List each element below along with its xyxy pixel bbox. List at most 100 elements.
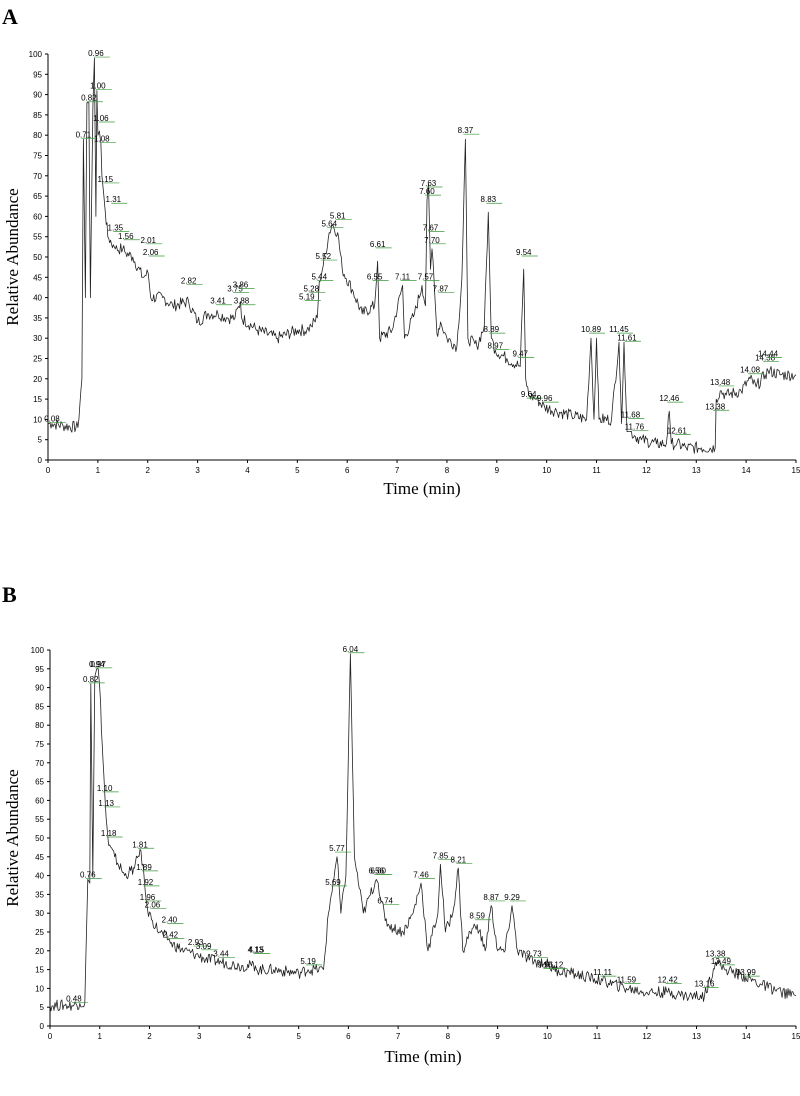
peak-label: 1.81 <box>132 840 148 849</box>
x-tick-label: 2 <box>146 466 151 475</box>
peak-label: 0.71 <box>76 130 92 139</box>
x-tick-label: 13 <box>692 1032 701 1041</box>
peak-label: 1.00 <box>90 82 106 91</box>
y-tick-label: 75 <box>33 152 42 161</box>
peak-label: 7.70 <box>424 236 440 245</box>
y-tick-label: 95 <box>33 70 42 79</box>
y-tick-label: 70 <box>35 759 44 768</box>
chart-b: 0510152025303540455055606570758085909510… <box>3 645 800 1066</box>
y-tick-label: 55 <box>35 815 44 824</box>
y-tick-label: 60 <box>35 796 44 805</box>
x-tick-label: 11 <box>593 1032 602 1041</box>
y-tick-label: 25 <box>33 355 42 364</box>
y-tick-label: 15 <box>35 966 44 975</box>
peak-label: 10.12 <box>543 961 564 970</box>
peak-label: 5.81 <box>330 211 346 220</box>
x-tick-label: 13 <box>692 466 701 475</box>
x-tick-label: 8 <box>445 466 450 475</box>
y-tick-label: 25 <box>35 928 44 937</box>
peak-label: 8.87 <box>483 893 499 902</box>
peak-label: 1.96 <box>140 893 156 902</box>
peak-label: 2.01 <box>140 236 156 245</box>
peak-label: 5.77 <box>329 844 345 853</box>
peak-label: 5.44 <box>311 272 327 281</box>
peak-label: 11.45 <box>609 325 629 334</box>
x-tick-label: 14 <box>742 1032 751 1041</box>
peak-label: 9.73 <box>526 949 542 958</box>
y-tick-label: 95 <box>35 665 44 674</box>
x-tick-label: 0 <box>48 1032 53 1041</box>
y-tick-label: 85 <box>33 111 42 120</box>
peak-label: 7.63 <box>421 179 437 188</box>
peak-label: 8.37 <box>458 126 474 135</box>
peak-label: 9.47 <box>512 350 528 359</box>
peak-label: 0.97 <box>90 660 106 669</box>
peak-label: 1.89 <box>136 863 152 872</box>
peak-label: 11.76 <box>625 423 645 432</box>
peak-label: 1.13 <box>98 799 114 808</box>
peak-label: 6.56 <box>368 867 384 876</box>
x-tick-label: 10 <box>543 1032 552 1041</box>
x-tick-label: 10 <box>542 466 551 475</box>
x-tick-label: 7 <box>396 1032 401 1041</box>
peak-label: 9.96 <box>537 394 553 403</box>
x-tick-label: 14 <box>742 466 751 475</box>
y-tick-label: 45 <box>33 273 42 282</box>
peak-label: 3.44 <box>213 949 229 958</box>
peak-label: 2.93 <box>188 938 204 947</box>
peak-label: 1.56 <box>118 232 134 241</box>
x-tick-label: 15 <box>792 1032 800 1041</box>
peak-label: 7.87 <box>433 285 449 294</box>
peak-label: 1.31 <box>106 195 122 204</box>
x-tick-label: 6 <box>345 466 350 475</box>
y-tick-label: 5 <box>40 1003 45 1012</box>
y-tick-label: 40 <box>35 872 44 881</box>
peak-label: 5.64 <box>321 220 337 229</box>
peak-label: 5.69 <box>325 878 341 887</box>
peak-label: 4.13 <box>248 946 264 955</box>
peak-label: 8.59 <box>469 912 485 921</box>
peak-label: 4.15 <box>249 946 265 955</box>
peak-label: 1.92 <box>138 878 154 887</box>
y-tick-label: 45 <box>35 853 44 862</box>
peak-label: 1.06 <box>93 114 109 123</box>
x-tick-label: 11 <box>592 466 601 475</box>
y-tick-label: 55 <box>33 233 42 242</box>
peak-label: 0.94 <box>89 660 105 669</box>
y-tick-label: 15 <box>33 395 42 404</box>
panel-b: B 0 5 10 15 20 25 30 35 40 45 50 55 60 65 70 75 80 85 90 95… <box>0 540 800 1096</box>
peak-label: 6.04 <box>343 645 359 654</box>
y-tick-label: 10 <box>33 415 42 424</box>
peak-label: 13.38 <box>705 949 726 958</box>
x-tick-label: 8 <box>446 1032 451 1041</box>
y-tick-label: 5 <box>38 436 43 445</box>
peak-label: 2.42 <box>163 931 179 940</box>
y-tick-label: 30 <box>33 334 42 343</box>
x-tick-label: 9 <box>495 466 500 475</box>
y-tick-label: 20 <box>35 947 44 956</box>
y-tick-label: 40 <box>33 294 42 303</box>
peak-label: 12.61 <box>667 427 688 436</box>
peak-label: 6.74 <box>377 897 393 906</box>
peak-label: 3.75 <box>227 285 243 294</box>
y-tick-label: 10 <box>35 984 44 993</box>
peak-label: 6.55 <box>367 272 383 281</box>
x-tick-label: 5 <box>296 1032 301 1041</box>
peak-label: 1.35 <box>108 224 124 233</box>
x-tick-label: 3 <box>197 1032 202 1041</box>
x-tick-label: 2 <box>147 1032 152 1041</box>
peak-label: 14.08 <box>740 366 761 375</box>
y-tick-label: 70 <box>33 172 42 181</box>
y-tick-label: 20 <box>33 375 42 384</box>
peak-label: 5.28 <box>304 285 320 294</box>
peak-label: 8.89 <box>484 325 500 334</box>
y-tick-label: 60 <box>33 212 42 221</box>
peak-label: 2.06 <box>143 248 159 257</box>
peak-label: 0.82 <box>83 675 99 684</box>
peak-label: 1.10 <box>97 784 113 793</box>
peak-label: 9.29 <box>504 893 520 902</box>
y-tick-label: 90 <box>35 684 44 693</box>
y-tick-label: 85 <box>35 702 44 711</box>
peak-label: 10.89 <box>581 325 602 334</box>
x-tick-label: 1 <box>96 466 101 475</box>
